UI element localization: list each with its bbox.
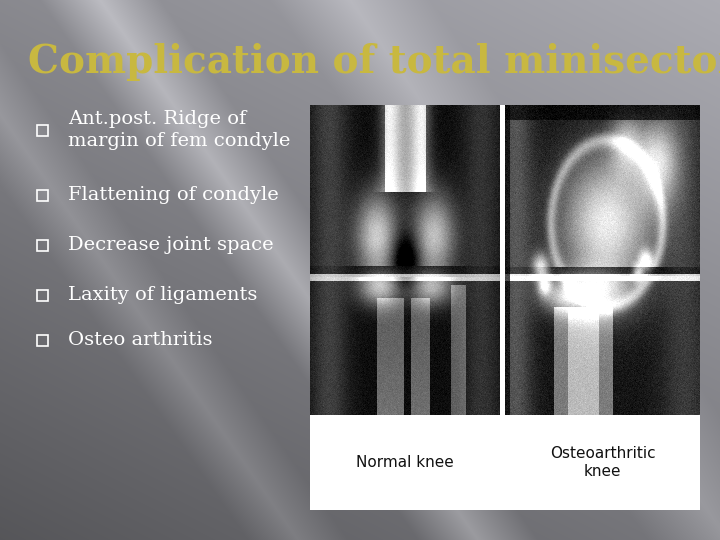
Bar	[37, 334, 48, 346]
Text: Laxity of ligaments: Laxity of ligaments	[68, 286, 257, 304]
Bar	[37, 190, 48, 200]
Bar	[310, 105, 700, 510]
Text: Ant.post. Ridge of
margin of fem condyle: Ant.post. Ridge of margin of fem condyle	[68, 110, 290, 151]
Text: Normal knee: Normal knee	[356, 455, 454, 470]
Bar	[500, 105, 505, 415]
Bar	[37, 125, 48, 136]
Text: Osteoarthritic
knee: Osteoarthritic knee	[549, 446, 655, 480]
Bar	[37, 240, 48, 251]
Text: Complication of total minisectomy: Complication of total minisectomy	[28, 43, 720, 81]
Text: Decrease joint space: Decrease joint space	[68, 236, 274, 254]
Bar	[310, 415, 700, 510]
Text: Flattening of condyle: Flattening of condyle	[68, 186, 279, 204]
Bar	[37, 289, 48, 300]
Text: Osteo arthritis: Osteo arthritis	[68, 331, 212, 349]
